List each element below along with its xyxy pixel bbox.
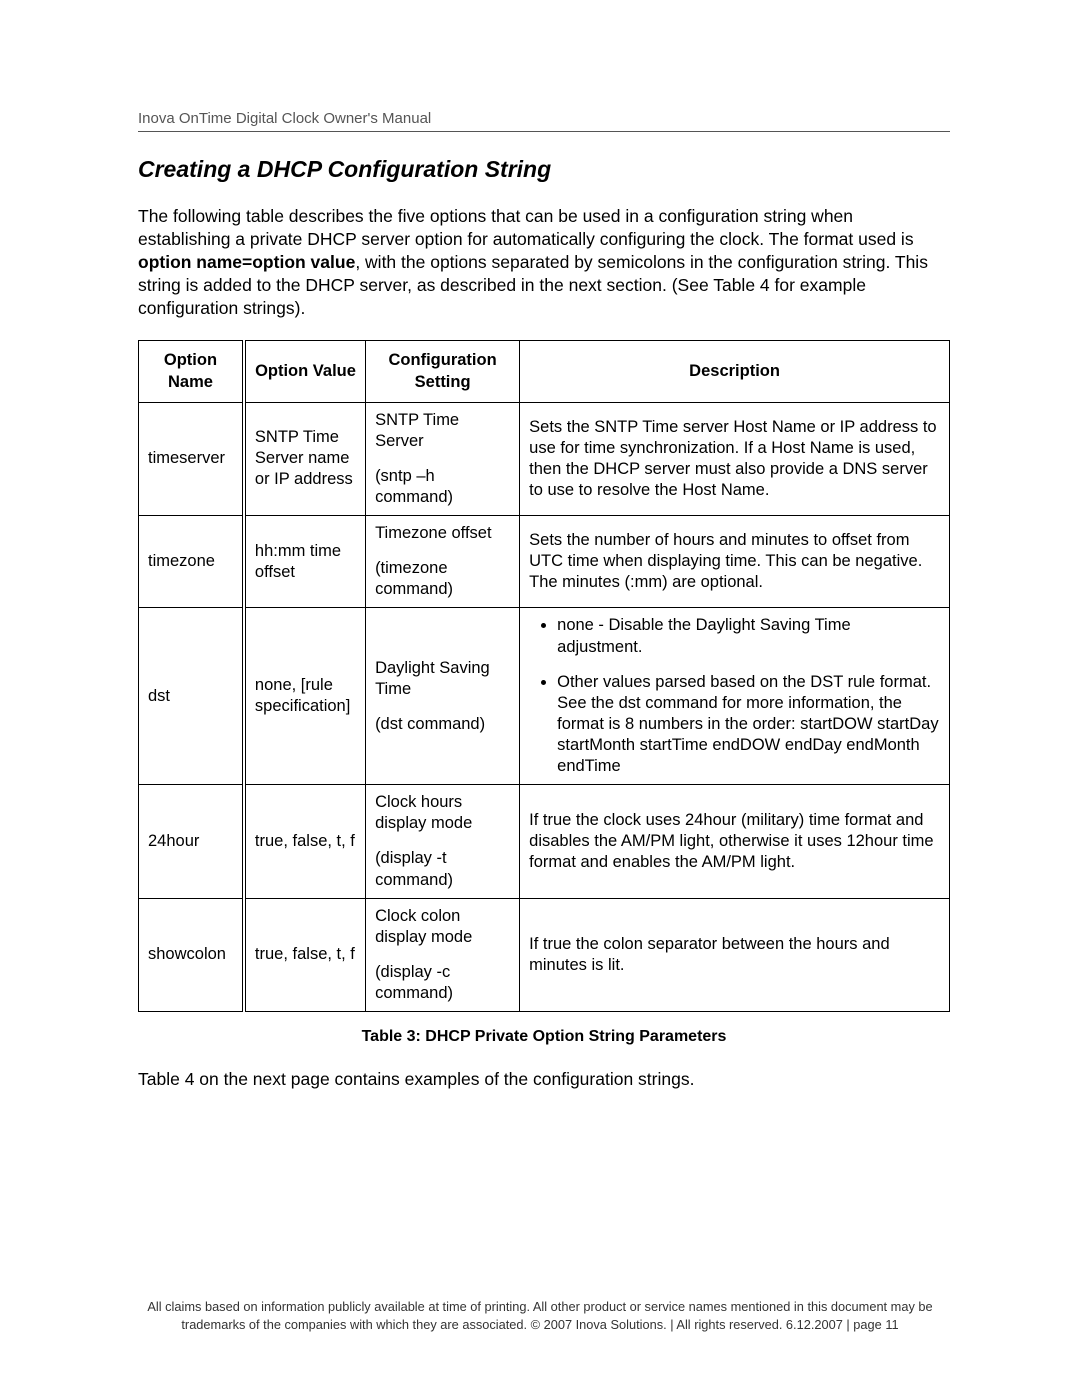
cell-config-setting: Daylight Saving Time (dst command) bbox=[366, 608, 520, 785]
intro-paragraph: The following table describes the five o… bbox=[138, 205, 950, 320]
cell-description: none - Disable the Daylight Saving Time … bbox=[520, 608, 950, 785]
cell-config-setting: SNTP Time Server (sntp –h command) bbox=[366, 402, 520, 515]
running-header: Inova OnTime Digital Clock Owner's Manua… bbox=[138, 110, 950, 132]
setting-line-1: Timezone offset bbox=[375, 523, 510, 544]
cell-option-name: timeserver bbox=[139, 402, 244, 515]
col-header-config-setting: Configuration Setting bbox=[366, 341, 520, 402]
cell-config-setting: Timezone offset (timezone command) bbox=[366, 516, 520, 608]
setting-line-2: (dst command) bbox=[375, 714, 510, 735]
table-row: dst none, [rule specification] Daylight … bbox=[139, 608, 950, 785]
cell-option-value: true, false, t, f bbox=[244, 785, 366, 898]
intro-emphasis: option name=option value bbox=[138, 252, 355, 272]
cell-option-value: hh:mm time offset bbox=[244, 516, 366, 608]
cell-option-name: timezone bbox=[139, 516, 244, 608]
intro-text-a: The following table describes the five o… bbox=[138, 206, 914, 249]
cell-config-setting: Clock hours display mode (display -t com… bbox=[366, 785, 520, 898]
section-heading: Creating a DHCP Configuration String bbox=[138, 156, 950, 183]
cell-config-setting: Clock colon display mode (display -c com… bbox=[366, 898, 520, 1011]
list-item: Other values parsed based on the DST rul… bbox=[557, 672, 940, 778]
setting-line-1: Clock hours display mode bbox=[375, 792, 510, 834]
col-header-description: Description bbox=[520, 341, 950, 402]
setting-line-1: Daylight Saving Time bbox=[375, 658, 510, 700]
page-footer: All claims based on information publicly… bbox=[0, 1298, 1080, 1333]
footer-line-2: trademarks of the companies with which t… bbox=[181, 1317, 898, 1332]
cell-option-name: dst bbox=[139, 608, 244, 785]
after-table-paragraph: Table 4 on the next page contains exampl… bbox=[138, 1068, 950, 1091]
table-header: Option Name Option Value Configuration S… bbox=[139, 341, 950, 402]
cell-option-value: SNTP Time Server name or IP address bbox=[244, 402, 366, 515]
page-content: Inova OnTime Digital Clock Owner's Manua… bbox=[0, 0, 1080, 1091]
setting-line-2: (display -t command) bbox=[375, 848, 510, 890]
footer-line-1: All claims based on information publicly… bbox=[147, 1299, 932, 1314]
col-header-option-name: Option Name bbox=[139, 341, 244, 402]
list-item: none - Disable the Daylight Saving Time … bbox=[557, 615, 940, 657]
description-list: none - Disable the Daylight Saving Time … bbox=[529, 615, 940, 777]
cell-option-value: none, [rule specification] bbox=[244, 608, 366, 785]
table-caption: Table 3: DHCP Private Option String Para… bbox=[138, 1028, 950, 1046]
setting-line-1: SNTP Time Server bbox=[375, 410, 510, 452]
cell-description: Sets the SNTP Time server Host Name or I… bbox=[520, 402, 950, 515]
col-header-option-value: Option Value bbox=[244, 341, 366, 402]
setting-line-2: (sntp –h command) bbox=[375, 466, 510, 508]
table-row: showcolon true, false, t, f Clock colon … bbox=[139, 898, 950, 1011]
table-row: timezone hh:mm time offset Timezone offs… bbox=[139, 516, 950, 608]
cell-option-value: true, false, t, f bbox=[244, 898, 366, 1011]
cell-option-name: 24hour bbox=[139, 785, 244, 898]
config-table: Option Name Option Value Configuration S… bbox=[138, 340, 950, 1012]
table-row: timeserver SNTP Time Server name or IP a… bbox=[139, 402, 950, 515]
setting-line-1: Clock colon display mode bbox=[375, 906, 510, 948]
cell-description: Sets the number of hours and minutes to … bbox=[520, 516, 950, 608]
cell-option-name: showcolon bbox=[139, 898, 244, 1011]
table-row: 24hour true, false, t, f Clock hours dis… bbox=[139, 785, 950, 898]
cell-description: If true the clock uses 24hour (military)… bbox=[520, 785, 950, 898]
setting-line-2: (timezone command) bbox=[375, 558, 510, 600]
cell-description: If true the colon separator between the … bbox=[520, 898, 950, 1011]
setting-line-2: (display -c command) bbox=[375, 962, 510, 1004]
